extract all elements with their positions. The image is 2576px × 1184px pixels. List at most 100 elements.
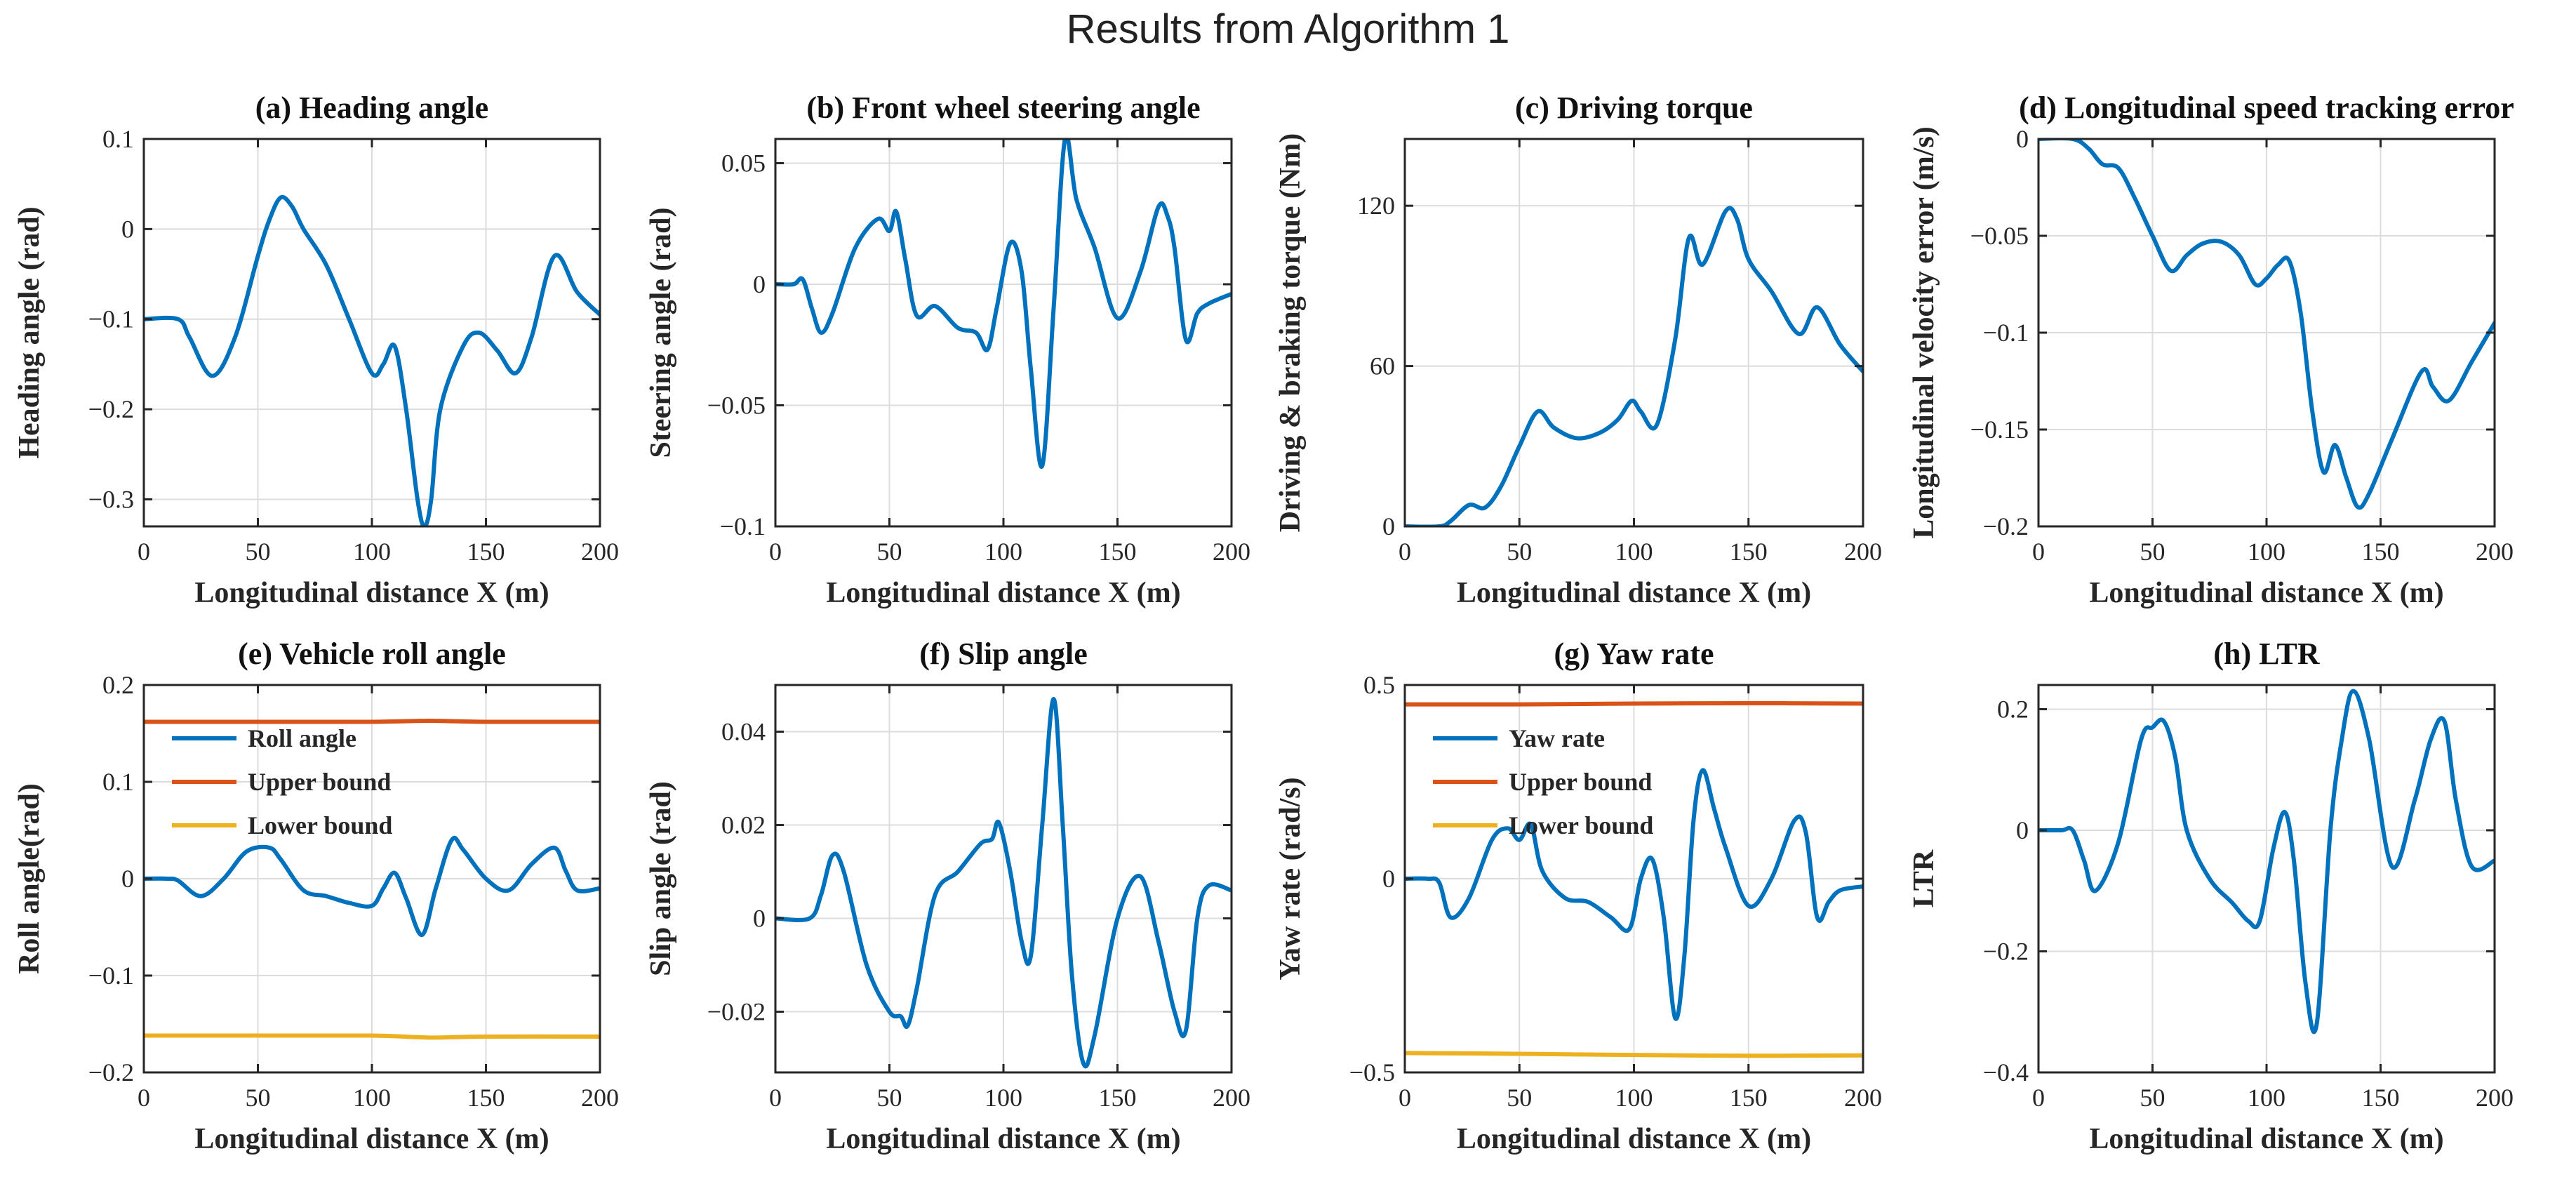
series-line-yaw-rate xyxy=(1405,768,1863,1021)
chart-panel-4: 0 50 100 150 200−0.2−0.15−0.1−0.050(d) Longi… xyxy=(1908,91,2514,609)
x-tick-label: 0 xyxy=(1399,538,1411,566)
series-line-steering-angle xyxy=(775,139,1232,470)
x-axis-label: Longitudinal distance X (m) xyxy=(826,577,1180,609)
x-tick-label: 0 xyxy=(2032,1084,2045,1112)
y-axis-label: LTR xyxy=(1908,849,1940,907)
y-axis-label: Roll angle(rad) xyxy=(13,783,46,974)
x-tick-label: 50 xyxy=(2140,538,2165,566)
y-tick-label: 0.2 xyxy=(102,671,134,699)
y-tick-label: 0 xyxy=(1382,865,1395,893)
x-tick-label: 50 xyxy=(2140,1084,2165,1112)
x-tick-label: 100 xyxy=(353,1084,391,1112)
x-tick-label: 150 xyxy=(1730,538,1768,566)
y-tick-label: 0 xyxy=(121,215,134,243)
chart-panel-3: 0 50 100 150 200 0 60 120 (c) Driving torque Long… xyxy=(1274,91,1882,609)
x-tick-label: 100 xyxy=(2248,538,2285,566)
series-line-driving-torque xyxy=(1405,206,1863,526)
x-tick-label: 150 xyxy=(467,1084,505,1112)
x-tick-label: 0 xyxy=(1399,1084,1411,1112)
y-tick-label: 0.1 xyxy=(102,125,134,153)
x-tick-label: 0 xyxy=(138,538,150,566)
x-tick-label: 50 xyxy=(246,1084,271,1112)
legend-label: Roll angle xyxy=(248,724,356,752)
x-axis-label: Longitudinal distance X (m) xyxy=(1457,577,1811,609)
chart-panel-5: 0 50 100 150 200 −0.2 −0.1 0 0.1 0.2 (e) Vehicle r… xyxy=(13,637,619,1155)
y-tick-label: 60 xyxy=(1370,352,1395,380)
chart-panel-6: 0 50 100 150 200 −0.02 0 0.02 0.04 (f) Slip angle… xyxy=(645,637,1250,1155)
chart-title: (h) LTR xyxy=(2213,637,2320,671)
y-tick-label: 0 xyxy=(121,865,134,893)
y-tick-label: −0.3 xyxy=(88,485,134,513)
y-tick-label: −0.2 xyxy=(88,1058,134,1086)
x-tick-label: 100 xyxy=(985,1084,1022,1112)
series-line-slip-angle xyxy=(775,696,1232,1069)
series-line-ltr xyxy=(2038,689,2495,1035)
series-line-heading-angle xyxy=(144,194,600,526)
x-tick-label: 200 xyxy=(1213,1084,1250,1112)
series-line-upper-bound xyxy=(1405,700,1863,707)
x-tick-label: 0 xyxy=(138,1084,150,1112)
y-tick-label: −0.2 xyxy=(1983,938,2029,966)
legend-label: Upper bound xyxy=(248,768,391,796)
x-axis-label: Longitudinal distance X (m) xyxy=(194,577,549,609)
y-axis-label: Driving & braking torque (Nm) xyxy=(1274,133,1307,533)
chart-panel-2: 0 50 100 150 200 −0.1 −0.05 0 0.05 (b) Front whee… xyxy=(645,91,1250,609)
y-tick-label: −0.4 xyxy=(1983,1058,2029,1086)
x-tick-label: 200 xyxy=(1844,1084,1882,1112)
y-tick-label: 0 xyxy=(1382,512,1395,540)
y-axis-label: Slip angle (rad) xyxy=(645,781,677,976)
chart-title: (c) Driving torque xyxy=(1515,91,1753,125)
y-axis-label: Yaw rate (rad/s) xyxy=(1274,777,1307,980)
x-tick-label: 0 xyxy=(2032,538,2045,566)
y-tick-label: −0.15 xyxy=(1970,415,2029,444)
legend-label: Upper bound xyxy=(1509,768,1652,796)
y-axis-label: Steering angle (rad) xyxy=(645,208,677,458)
chart-panel-1: 0 50 100 150 200 −0.3 −0.2 −0.1 0 0.1 (a) Heading … xyxy=(13,91,619,609)
chart-title: (g) Yaw rate xyxy=(1554,637,1714,671)
x-axis-label: Longitudinal distance X (m) xyxy=(1457,1123,1811,1155)
x-tick-label: 200 xyxy=(2476,1084,2514,1112)
y-tick-label: −0.1 xyxy=(88,305,134,333)
x-tick-label: 150 xyxy=(2362,1084,2400,1112)
y-tick-label: 0.04 xyxy=(721,718,766,746)
chart-title: (b) Front wheel steering angle xyxy=(806,91,1200,125)
x-tick-label: 150 xyxy=(1730,1084,1768,1112)
y-tick-label: 0 xyxy=(753,905,766,933)
y-axis-label: Longitudinal velocity error (m/s) xyxy=(1908,126,1940,539)
x-tick-label: 50 xyxy=(246,538,271,566)
chart-title: (d) Longitudinal speed tracking error xyxy=(2019,91,2514,125)
series-line-lower-bound xyxy=(144,1033,600,1040)
y-tick-label: 0.02 xyxy=(721,811,766,839)
chart-panel-8: 0 50 100 150 200 −0.4 −0.2 0 0.2 (h) LTR Longitudi… xyxy=(1908,637,2514,1155)
x-tick-label: 50 xyxy=(877,1084,902,1112)
x-tick-label: 150 xyxy=(2362,538,2400,566)
y-tick-label: −0.2 xyxy=(88,395,134,423)
figure-title: Results from Algorithm 1 xyxy=(1066,6,1510,52)
x-tick-label: 0 xyxy=(769,538,782,566)
y-tick-label: −0.1 xyxy=(1983,319,2029,347)
y-tick-label: −0.2 xyxy=(1983,512,2029,540)
chart-title: (e) Vehicle roll angle xyxy=(238,637,506,671)
y-tick-label: −0.02 xyxy=(707,998,766,1026)
legend-label: Lower bound xyxy=(1509,811,1653,839)
chart-panel-7: 0 50 100 150 200−0.500.5(g) Yaw rateLongitud… xyxy=(1274,637,1882,1155)
x-tick-label: 0 xyxy=(769,1084,782,1112)
x-tick-label: 200 xyxy=(1213,538,1250,566)
series-line-lower-bound xyxy=(1405,1051,1863,1058)
y-tick-label: −0.1 xyxy=(720,512,766,540)
y-tick-label: 0 xyxy=(2016,816,2029,844)
x-axis-label: Longitudinal distance X (m) xyxy=(2089,1123,2443,1155)
y-tick-label: 0.5 xyxy=(1363,671,1395,699)
x-tick-label: 50 xyxy=(1507,538,1532,566)
y-tick-label: 0.1 xyxy=(102,768,134,796)
x-axis-label: Longitudinal distance X (m) xyxy=(826,1123,1180,1155)
legend: Roll angle Upper bound Lower bound xyxy=(172,724,392,839)
x-tick-label: 50 xyxy=(1507,1084,1532,1112)
x-tick-label: 100 xyxy=(2248,1084,2285,1112)
chart-title: (a) Heading angle xyxy=(255,91,488,125)
y-tick-label: −0.5 xyxy=(1349,1058,1395,1086)
chart-title: (f) Slip angle xyxy=(919,637,1088,671)
legend: Yaw rate Upper bound Lower bound xyxy=(1433,724,1653,839)
x-tick-label: 200 xyxy=(2476,538,2514,566)
